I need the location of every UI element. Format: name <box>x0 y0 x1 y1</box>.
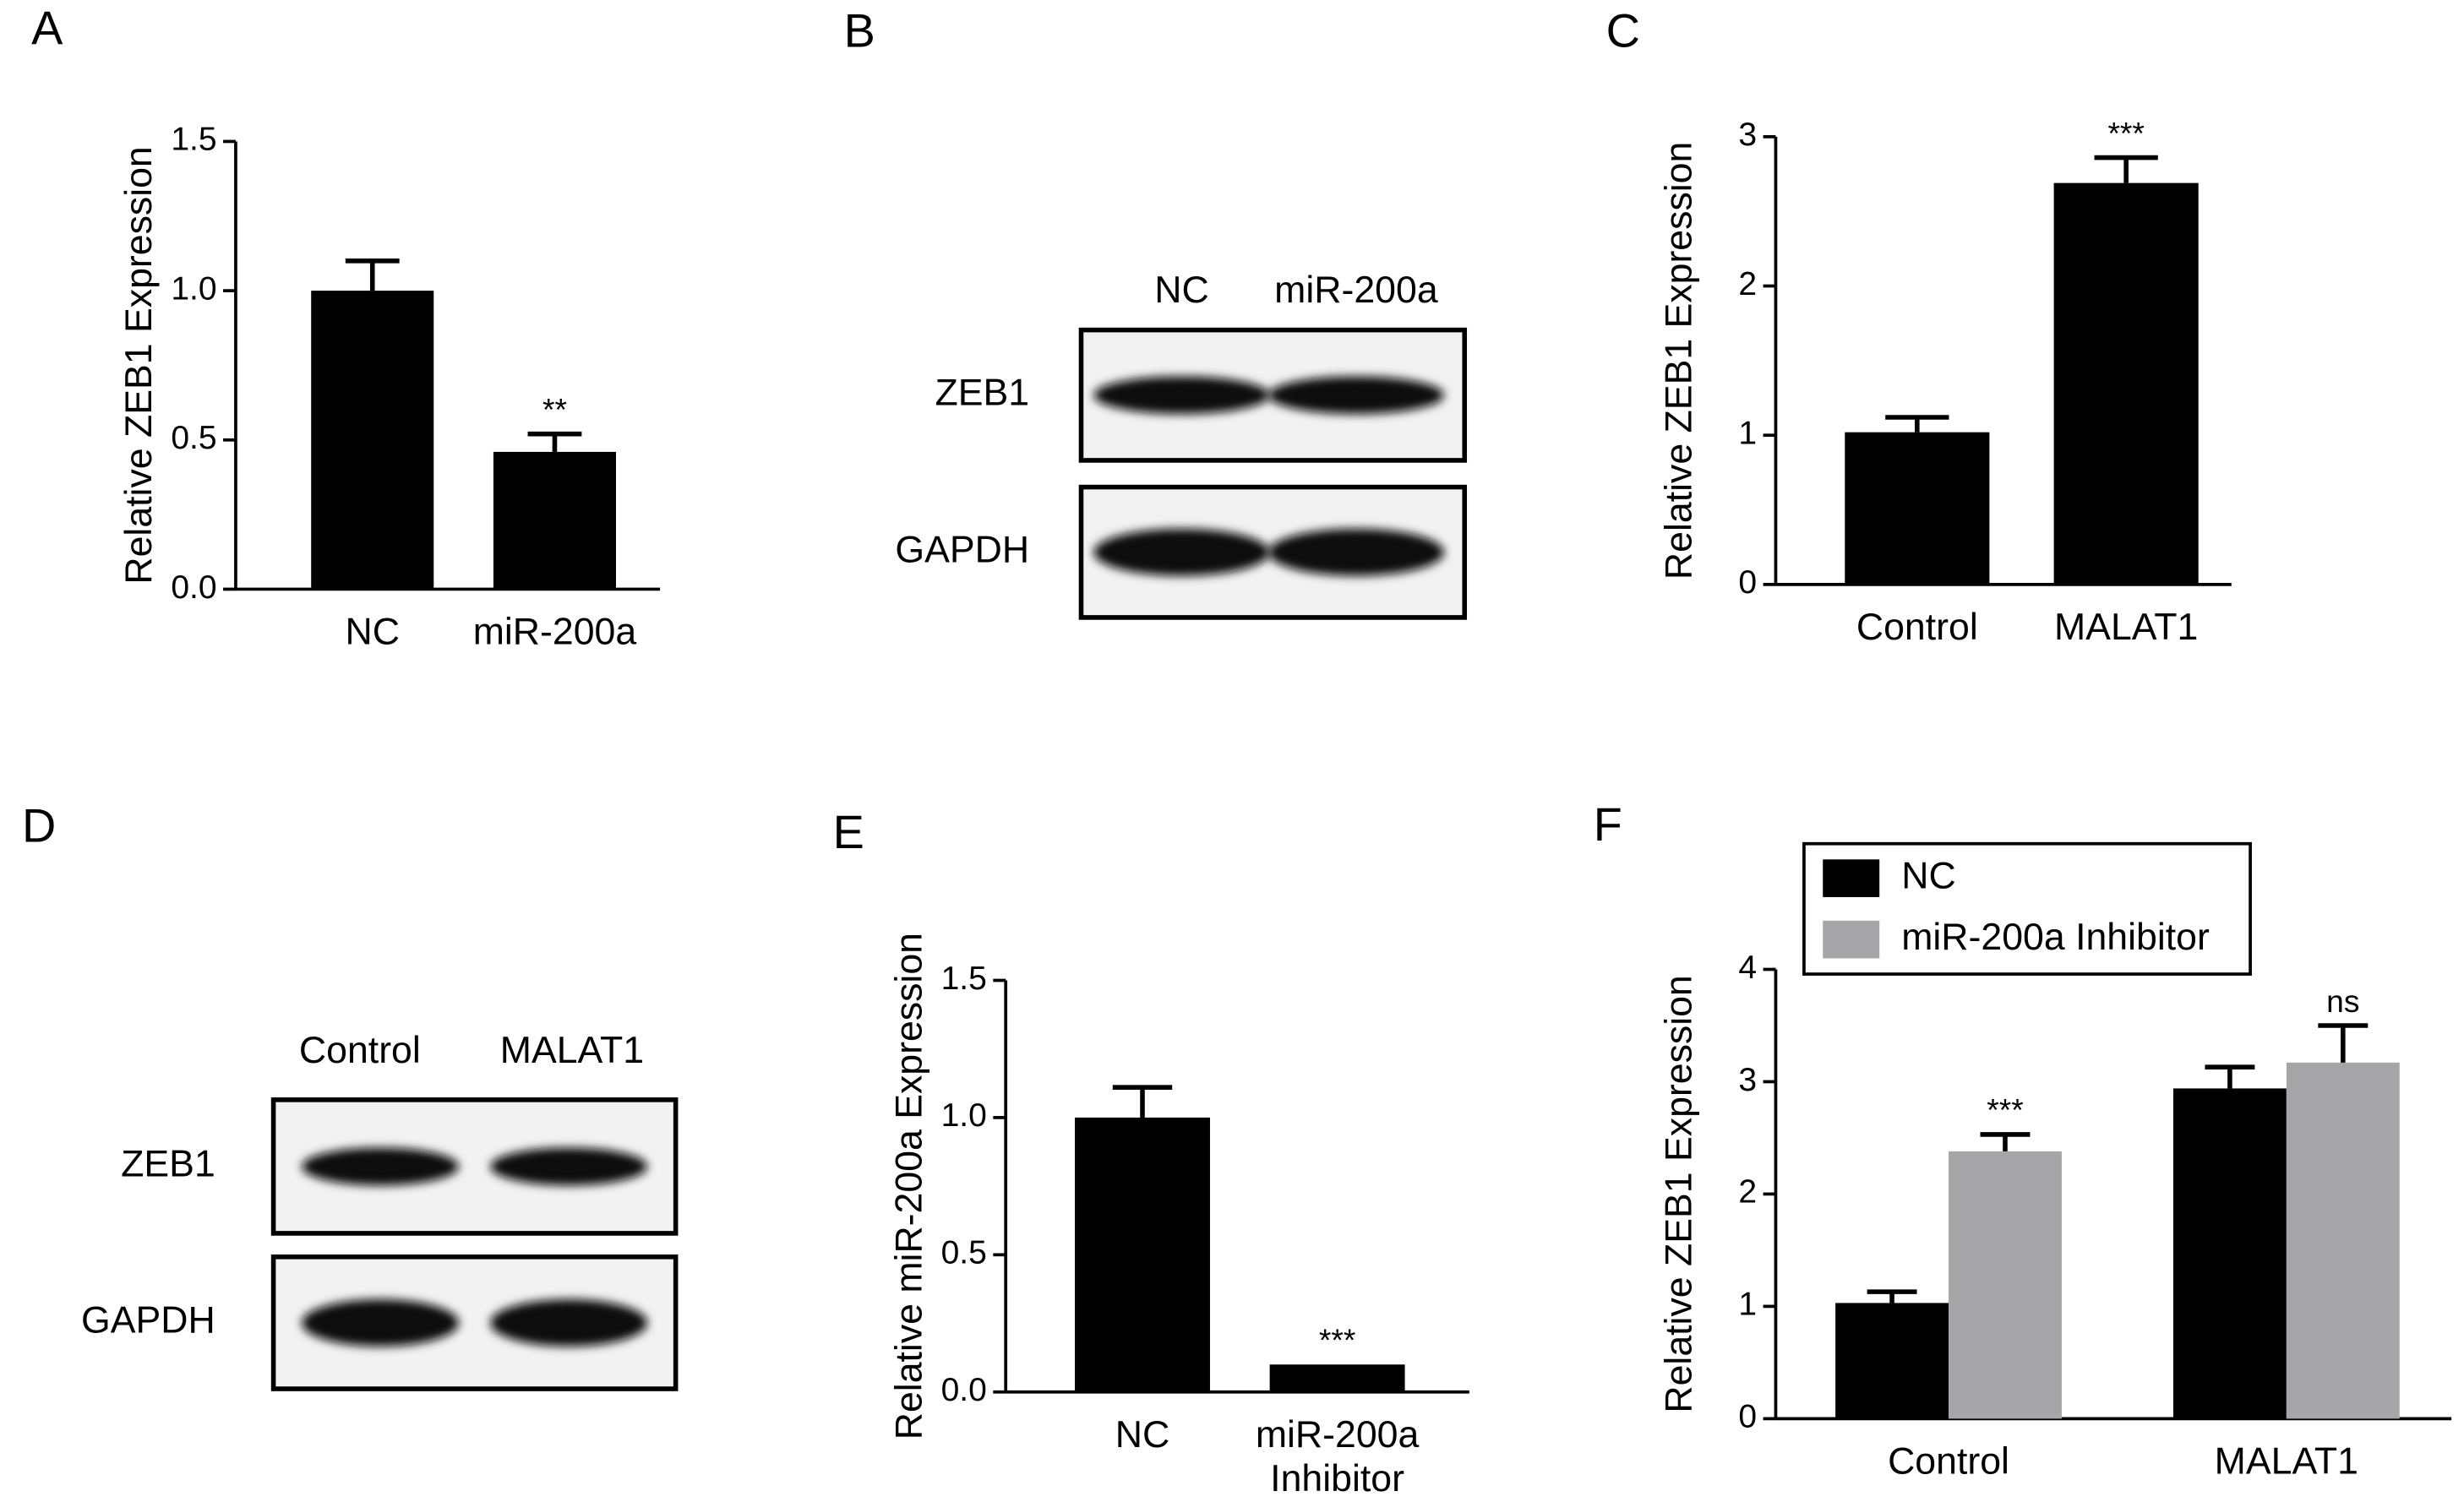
lane-label: NC <box>1154 269 1208 311</box>
bar <box>493 451 616 590</box>
x-tick-label: MALAT1 <box>2214 1440 2359 1483</box>
x-tick-label: Control <box>1888 1440 2009 1483</box>
y-tick-label: 1.0 <box>941 1097 987 1134</box>
y-tick-label: 0.5 <box>171 420 216 456</box>
y-tick-label: 2 <box>1738 1174 1757 1211</box>
y-axis-label: Relative miR-200a Expression <box>888 933 929 1439</box>
y-tick-label: 0 <box>1738 1399 1757 1435</box>
y-tick-label: 3 <box>1738 1062 1757 1098</box>
row-label: GAPDH <box>895 530 1029 571</box>
bar <box>1949 1151 2062 1419</box>
significance-label: *** <box>1319 1322 1355 1358</box>
y-tick-label: 3 <box>1738 117 1757 153</box>
bar <box>2172 1088 2287 1419</box>
panel-letter: F <box>1594 797 1622 851</box>
y-axis-label: Relative ZEB1 Expression <box>1659 975 1700 1412</box>
y-tick-label: 1 <box>1738 1287 1757 1323</box>
bar <box>1845 432 1990 585</box>
band <box>490 1299 648 1347</box>
panel-letter: D <box>22 799 56 852</box>
bar <box>2286 1062 2400 1419</box>
y-tick-label: 1.0 <box>171 270 216 307</box>
panel-letter: E <box>833 805 864 858</box>
y-tick-label: 1.5 <box>171 122 216 158</box>
legend-label: miR-200a Inhibitor <box>1901 917 2210 958</box>
x-tick-label-box: MALAT1 <box>2214 1440 2359 1483</box>
significance-label: ns <box>2326 983 2359 1019</box>
x-tick-label: miR-200a Inhibitor <box>1255 1413 1420 1501</box>
x-tick-label: Control <box>1856 606 1978 650</box>
band <box>302 1299 460 1347</box>
lane-label: miR-200a <box>1274 269 1438 311</box>
x-tick-label-box: Control <box>1856 606 1978 650</box>
x-tick-label: MALAT1 <box>2053 606 2199 650</box>
x-tick-label-box: MALAT1 <box>2053 606 2199 650</box>
bar <box>311 291 434 590</box>
significance-label: ** <box>542 392 567 427</box>
lane-label: Control <box>299 1030 421 1071</box>
band <box>302 1147 460 1186</box>
legend-swatch <box>1823 859 1880 897</box>
y-axis-label: Relative ZEB1 Expression <box>118 146 160 584</box>
y-tick-label: 0.0 <box>171 569 216 606</box>
band <box>1267 528 1445 576</box>
x-tick-label-box: NC <box>1115 1413 1170 1457</box>
band <box>1093 528 1270 576</box>
row-label: ZEB1 <box>121 1144 215 1185</box>
panel-letter: C <box>1606 4 1640 57</box>
panel-letter: A <box>31 1 63 54</box>
x-tick-label-box: Control <box>1888 1440 2009 1483</box>
y-tick-label: 0.0 <box>941 1372 987 1408</box>
lane-label: MALAT1 <box>500 1030 644 1071</box>
band <box>490 1147 648 1186</box>
x-tick-label: miR-200a <box>472 611 637 654</box>
bar <box>1835 1303 1949 1419</box>
y-tick-label: 0 <box>1738 564 1757 601</box>
panel-letter: B <box>844 4 875 57</box>
row-label: ZEB1 <box>935 373 1029 414</box>
bar <box>2053 182 2199 585</box>
y-tick-label: 0.5 <box>941 1235 987 1271</box>
y-tick-label: 2 <box>1738 266 1757 302</box>
y-tick-label: 1.5 <box>941 961 987 997</box>
significance-label: *** <box>1987 1092 2023 1128</box>
band <box>1267 376 1445 415</box>
bar <box>1269 1364 1405 1392</box>
x-tick-label-box: miR-200a Inhibitor <box>1255 1413 1420 1501</box>
x-tick-label: NC <box>1115 1413 1170 1457</box>
legend-swatch <box>1823 920 1880 959</box>
band <box>1093 376 1270 415</box>
y-tick-label: 4 <box>1738 950 1757 986</box>
y-tick-label: 1 <box>1738 416 1757 452</box>
row-label: GAPDH <box>81 1300 215 1341</box>
legend-label: NC <box>1901 855 1955 896</box>
x-tick-label-box: NC <box>345 611 400 654</box>
bar <box>1075 1117 1210 1392</box>
x-tick-label: NC <box>345 611 400 654</box>
y-axis-label: Relative ZEB1 Expression <box>1659 142 1700 580</box>
significance-label: *** <box>2107 115 2144 150</box>
x-tick-label-box: miR-200a <box>472 611 637 654</box>
